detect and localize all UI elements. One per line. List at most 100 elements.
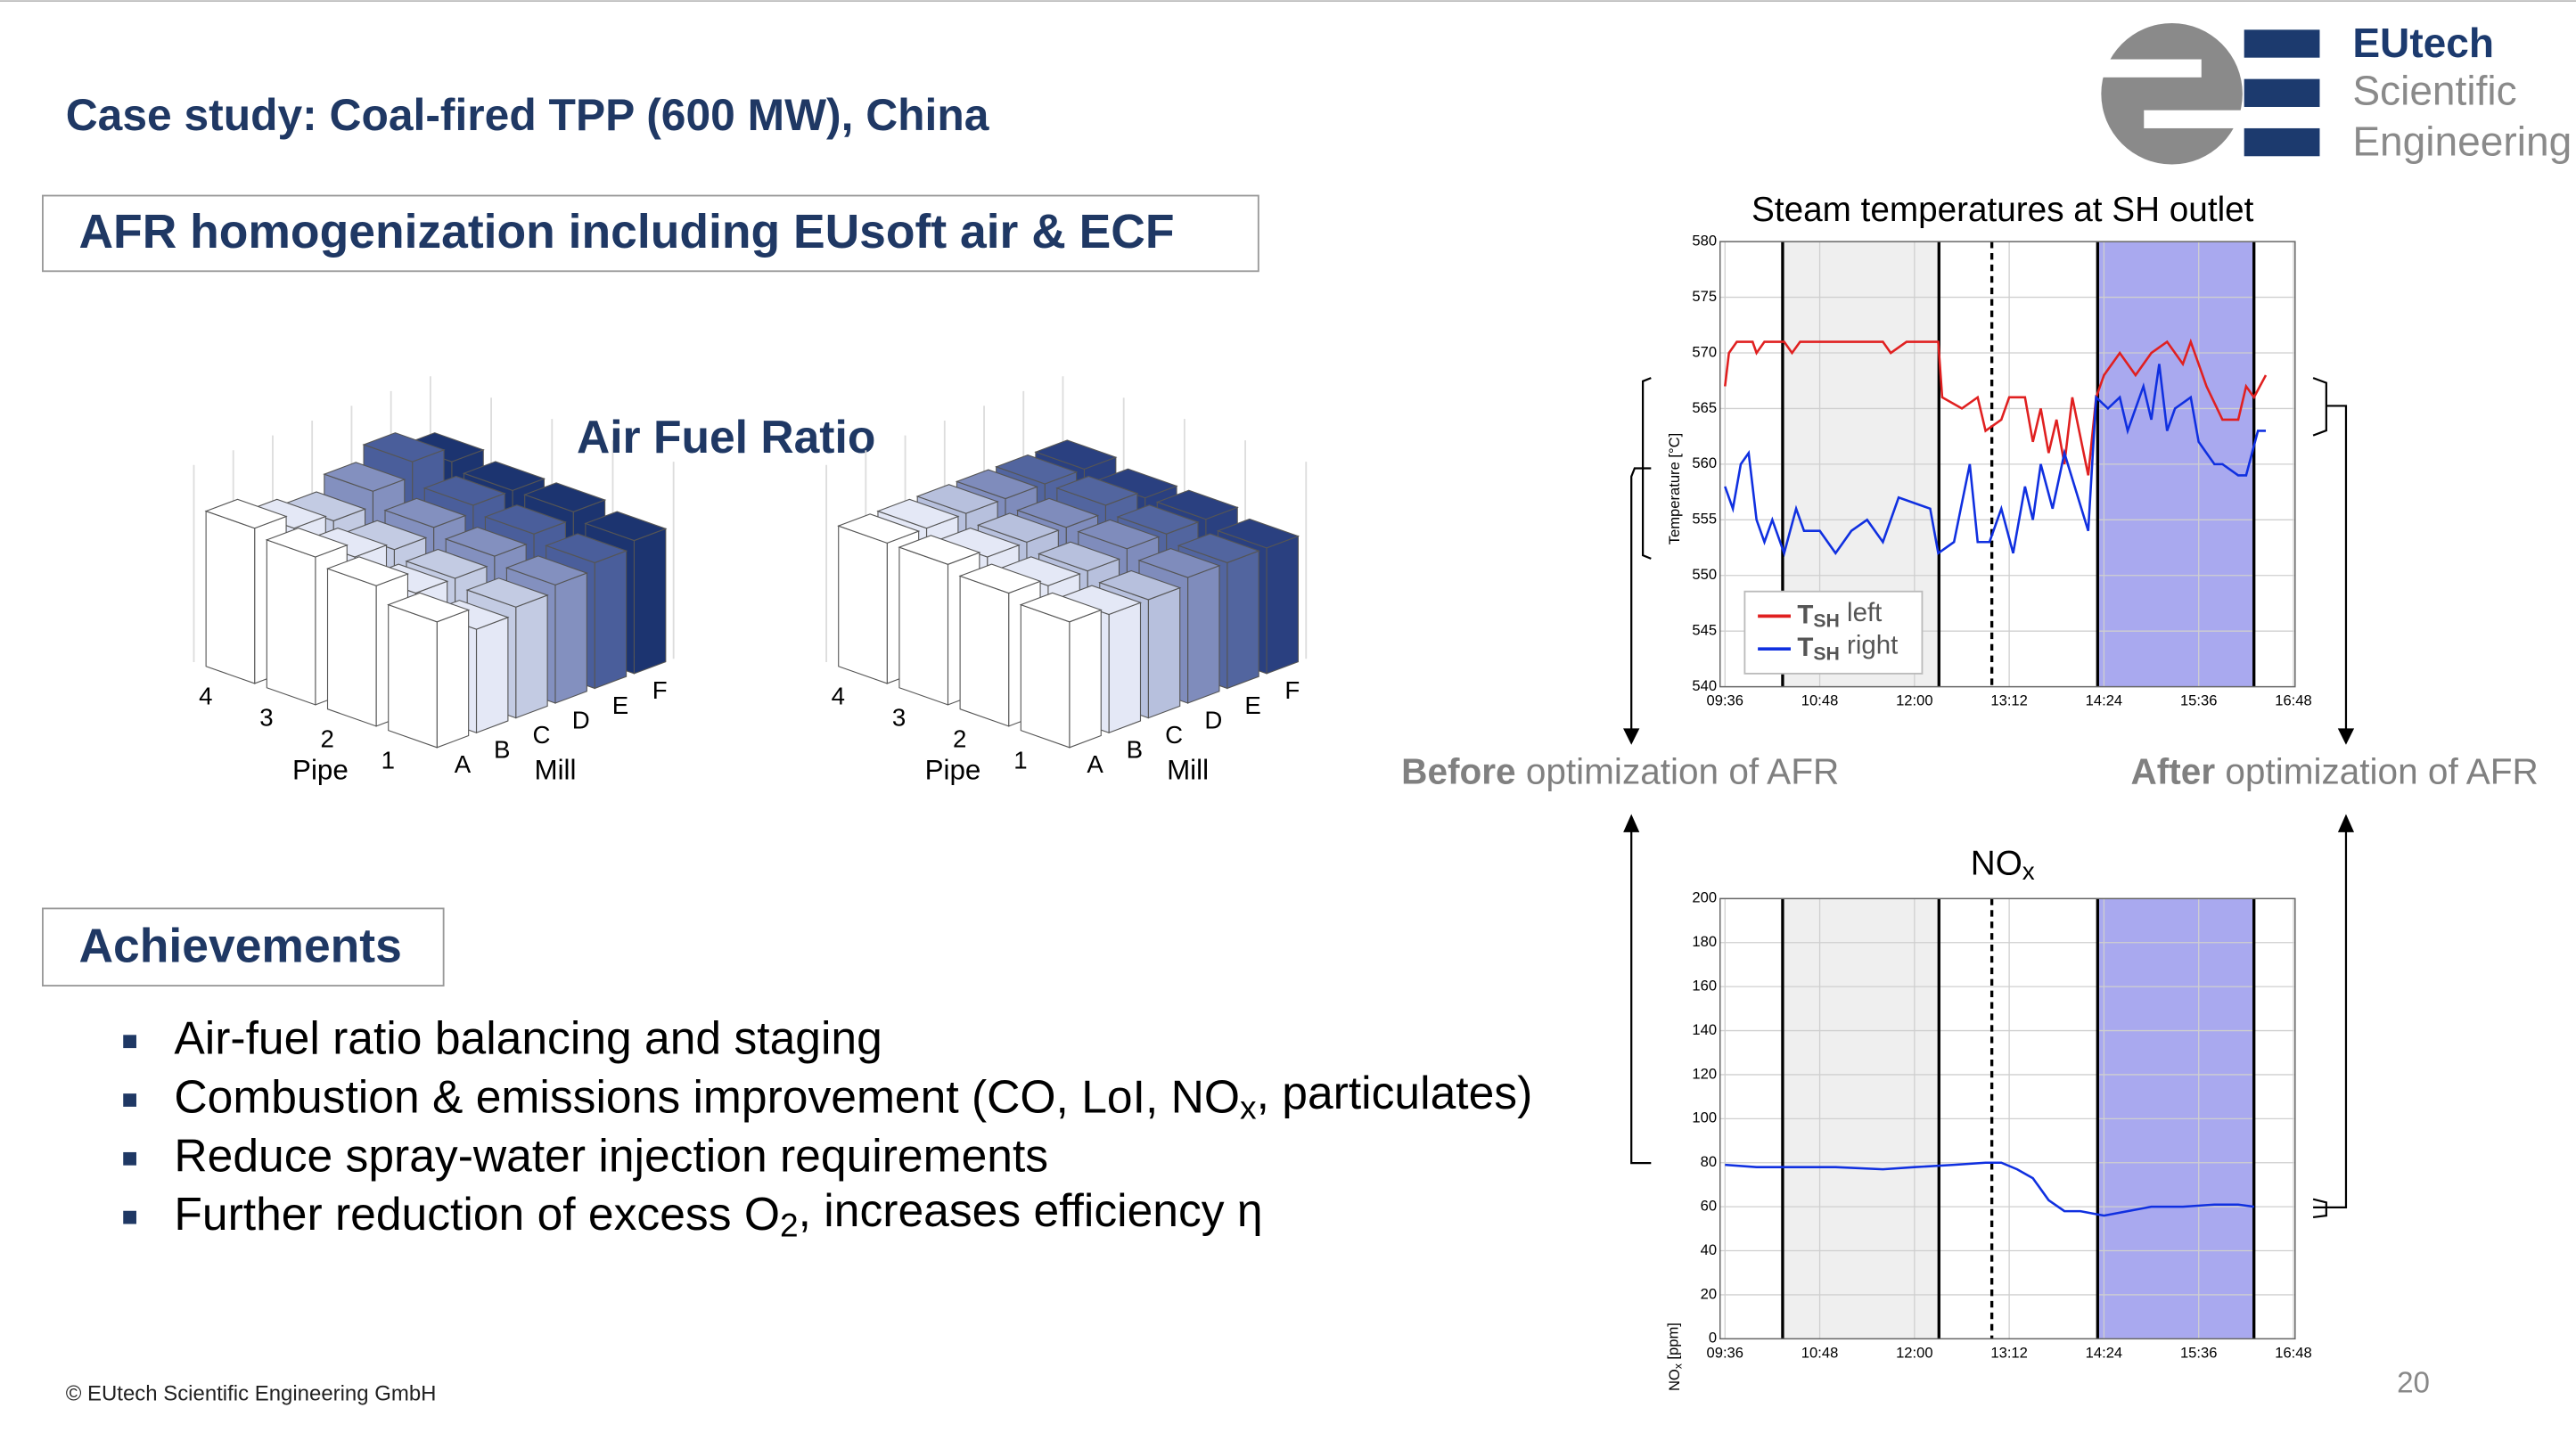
mill-label: A (455, 750, 472, 778)
achievement: Reduce spray-water injection requirement… (174, 1129, 1048, 1181)
bar-face (266, 539, 316, 706)
x-tick-label: 15:36 (2180, 692, 2218, 709)
y-tick-label: 560 (1692, 454, 1717, 471)
mill-label: C (1165, 721, 1183, 749)
bar-top (1137, 548, 1221, 578)
legend-label: TSH left (1797, 598, 1882, 632)
y-tick-label: 100 (1692, 1109, 1717, 1126)
x-tick-label: 13:12 (1990, 692, 2028, 709)
bar-top (1216, 518, 1300, 549)
bar-top (1019, 592, 1103, 623)
y-tick-label: 160 (1692, 978, 1717, 995)
bar-top (898, 535, 981, 565)
chart-title: Steam temperatures at SH outlet (1752, 191, 2254, 229)
annotation-bold: Before (1401, 750, 1515, 791)
y-tick-label: 570 (1692, 343, 1717, 360)
section-box (41, 194, 1259, 273)
bar-top (362, 432, 446, 463)
bullet (123, 1035, 136, 1049)
logo-text: Engineering (2352, 119, 2572, 165)
data-line (1724, 364, 2267, 558)
y-tick-label: 0 (1709, 1330, 1717, 1347)
bar-top (383, 497, 467, 528)
pipe-label: 4 (199, 682, 212, 709)
bar-face (1069, 609, 1102, 749)
subscript: x (1240, 1088, 1257, 1126)
x-tick-label: 10:48 (1801, 1344, 1838, 1361)
pipe-label: 3 (259, 703, 273, 731)
subscript: SH (1813, 643, 1839, 664)
x-tick-label: 16:48 (2275, 1344, 2312, 1361)
bar-face (594, 550, 628, 690)
bar-top (958, 563, 1042, 594)
mill-label: A (1087, 750, 1103, 778)
bar-top (545, 533, 628, 564)
y-tick-label: 140 (1692, 1021, 1717, 1038)
bar-top (462, 461, 546, 491)
bar-face (1147, 586, 1181, 719)
mill-label: B (1127, 736, 1143, 764)
mill-label: E (612, 692, 628, 719)
logo-stripe (2103, 59, 2202, 78)
text-part: Combustion & emissions improvement (CO, … (174, 1070, 1240, 1122)
x-tick-label: 14:24 (2086, 1344, 2122, 1361)
bar-top (1037, 541, 1121, 572)
bar-face (326, 568, 377, 727)
mill-label: D (572, 706, 590, 733)
bar-top (323, 462, 406, 492)
bar-top (444, 527, 528, 557)
bar-top (584, 511, 668, 542)
connectors (1623, 377, 2355, 1219)
bar-face (898, 546, 949, 706)
y-tick-label: 545 (1692, 622, 1717, 639)
achievement: Air-fuel ratio balancing and staging (174, 1011, 882, 1063)
bullet (123, 1151, 136, 1166)
annotation-bold: After (2131, 750, 2216, 791)
y-tick-label: 565 (1692, 399, 1717, 416)
bar-3d (1019, 592, 1103, 749)
bar-chart-3d (193, 376, 675, 749)
x-tick-label: 16:48 (2275, 692, 2312, 709)
arrow-head (2337, 814, 2355, 832)
bar-top (465, 577, 549, 608)
bar-face (959, 575, 1010, 727)
bar-face (554, 572, 587, 704)
axis-title: Pipe (292, 755, 349, 786)
legend-label: TSH right (1797, 631, 1898, 665)
bar-face (1266, 535, 1299, 675)
pipe-label: 2 (953, 724, 966, 752)
y-tick-label: 60 (1701, 1198, 1717, 1215)
bracket (2312, 1198, 2327, 1219)
bar-top (876, 498, 960, 529)
slide-title: Case study: Coal-fired TPP (600 MW), Chi… (66, 90, 989, 140)
bar-top (325, 556, 410, 586)
y-tick-label: 120 (1692, 1065, 1717, 1082)
bar-chart-3d (825, 376, 1308, 749)
text-part: left (1840, 598, 1883, 627)
logo: EUtech Scientific Engineering (2101, 20, 2572, 165)
bar-top (405, 548, 488, 579)
arrow-line (2313, 821, 2348, 1208)
pipe-label: 1 (1013, 746, 1027, 774)
mill-label: E (1244, 692, 1260, 719)
text-part: , increases efficiency η (799, 1183, 1263, 1235)
y-axis-title: NOx [ppm] (1665, 1322, 1685, 1391)
text-part: Temperature [°C] (1666, 433, 1683, 545)
pipe-label: 4 (832, 682, 845, 709)
bar-face (1020, 603, 1071, 749)
bar-face (436, 609, 470, 749)
data-line (1723, 338, 2268, 476)
text-part: , particulates) (1257, 1067, 1533, 1118)
bar-top (1177, 533, 1260, 564)
x-tick-label: 09:36 (1707, 692, 1744, 709)
bar-top (204, 498, 288, 529)
bar-top (265, 527, 349, 558)
logo-text: Scientific (2352, 67, 2516, 113)
y-tick-label: 20 (1701, 1285, 1717, 1302)
annotation: Before optimization of AFR (1401, 750, 1839, 791)
arrow-line (1630, 821, 1652, 1165)
mill-label: D (1204, 706, 1222, 733)
page-number: 20 (2397, 1367, 2430, 1400)
y-axis-title: Temperature [°C] (1666, 433, 1683, 545)
